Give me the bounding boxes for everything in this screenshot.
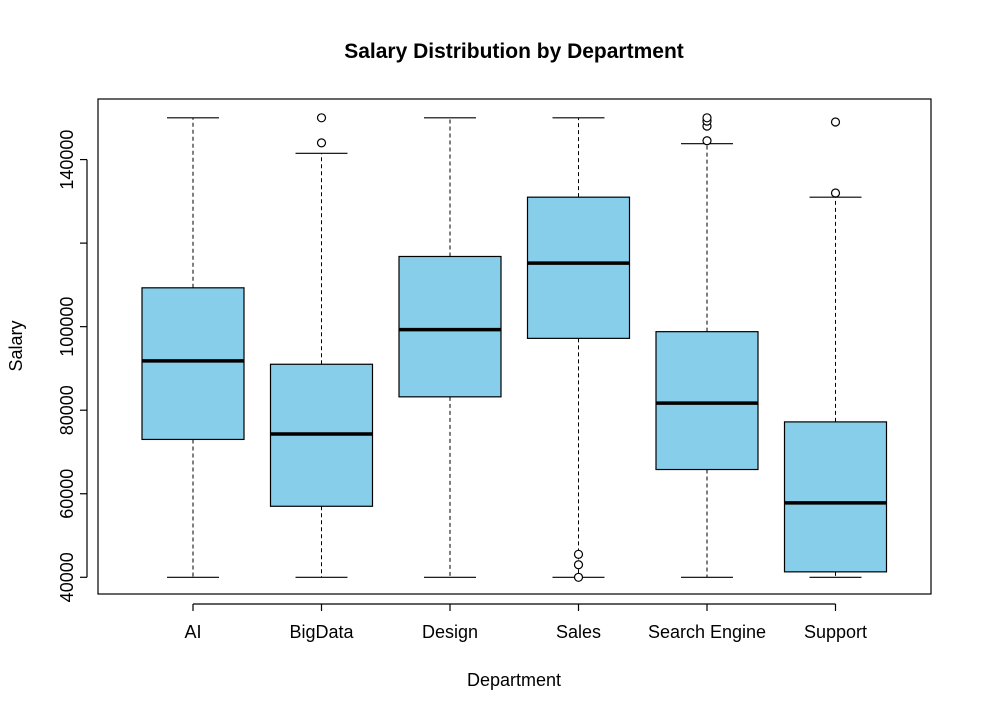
box-4 (526, 117, 631, 582)
outlier-point (830, 188, 841, 198)
outlier-point (316, 113, 327, 123)
y-tick-label: 40000 (57, 552, 77, 602)
y-axis: 40000 60000 80000 100000 140000 (57, 130, 88, 602)
x-tick-label: Sales (556, 622, 601, 642)
outlier-point (573, 549, 584, 559)
y-tick-label: 60000 (57, 469, 77, 519)
box-iqr (398, 255, 502, 398)
box-iqr (141, 287, 245, 441)
chart-title: Salary Distribution by Department (344, 40, 684, 63)
outlier-point (573, 560, 584, 570)
outlier-point (573, 572, 584, 582)
y-tick-label: 140000 (57, 130, 77, 190)
outlier-point (316, 138, 327, 148)
y-tick-label: 80000 (57, 385, 77, 435)
y-axis-label: Salary (6, 320, 26, 371)
x-tick-label: Design (422, 622, 478, 642)
box-2 (269, 113, 374, 578)
box-iqr (526, 196, 631, 339)
box-iqr (655, 331, 759, 471)
box-3 (398, 117, 502, 578)
x-axis: AI BigData Design Sales Search Engine Support (184, 603, 867, 642)
box-group (141, 113, 888, 582)
box-6 (783, 117, 888, 578)
plot-frame (97, 98, 932, 595)
x-tick-label: BigData (289, 622, 354, 642)
box-5 (655, 113, 759, 578)
outlier-point (702, 113, 712, 123)
x-tick-label: Search Engine (648, 622, 766, 642)
x-axis-label: Department (467, 670, 561, 690)
x-tick-label: Support (804, 622, 867, 642)
box-1 (141, 117, 245, 578)
box-iqr (783, 421, 888, 573)
x-tick-label: AI (184, 622, 201, 642)
y-tick-label: 100000 (57, 297, 77, 357)
outlier-point (702, 136, 712, 146)
outlier-point (830, 117, 841, 127)
